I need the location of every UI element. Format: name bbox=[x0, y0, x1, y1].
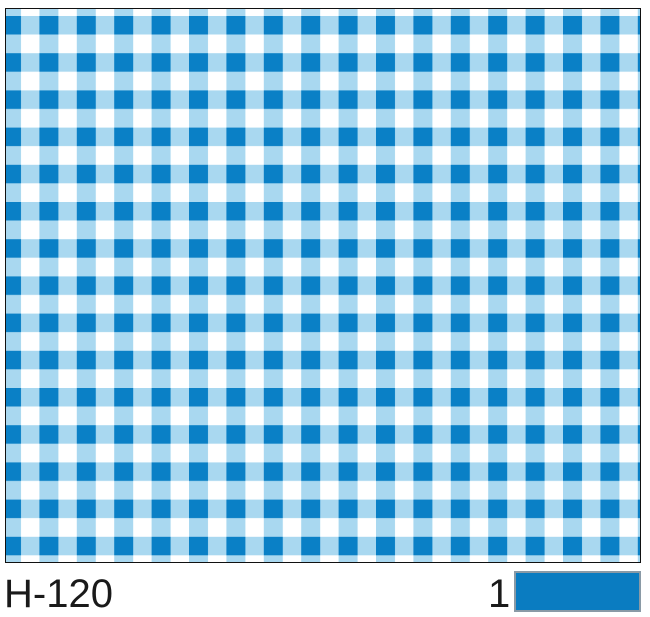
product-code: H-120 bbox=[4, 572, 113, 616]
fabric-swatch bbox=[5, 8, 641, 563]
gingham-pattern bbox=[6, 9, 640, 562]
color-chip bbox=[514, 571, 641, 612]
color-number: 1 bbox=[488, 572, 511, 616]
